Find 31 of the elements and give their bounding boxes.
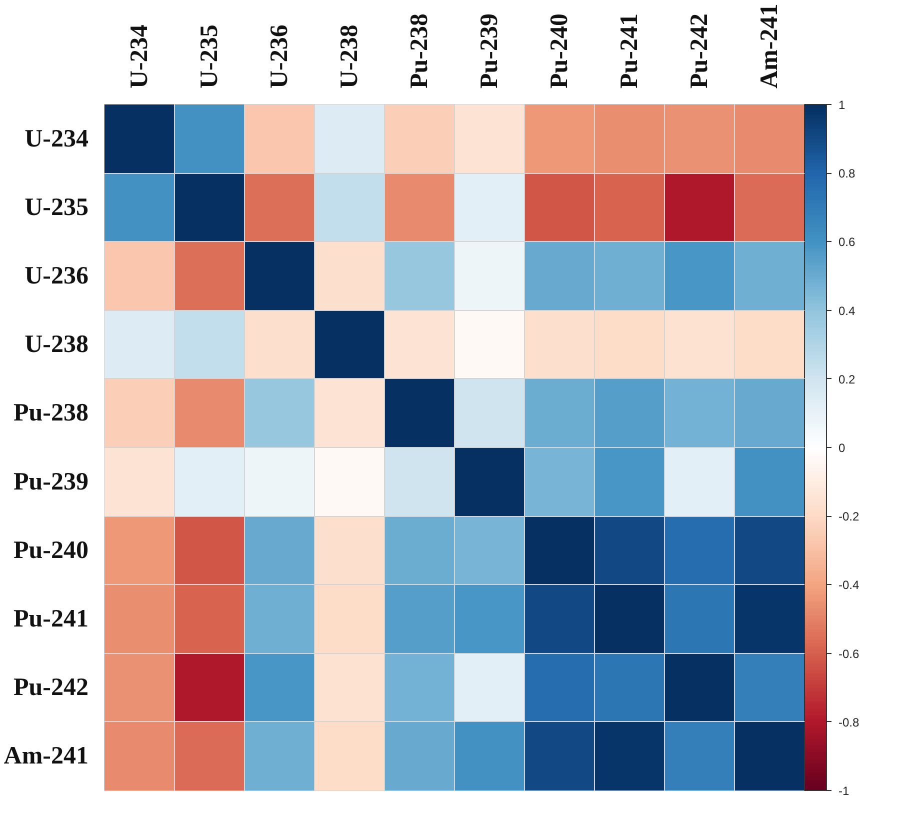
y-tick-label: Pu-239 [14, 468, 88, 496]
x-tick-label: Pu-239 [476, 14, 503, 88]
x-tick-label: Pu-241 [616, 14, 643, 88]
x-tick-label: U-236 [266, 24, 293, 88]
color-bar-label: 0.8 [838, 166, 856, 181]
color-bar-label: -0.2 [838, 510, 860, 524]
color-bar-label: 0 [838, 441, 846, 455]
y-tick-label: U-238 [24, 331, 89, 358]
color-bar-label: 0.2 [838, 372, 856, 386]
y-tick-label: Pu-238 [14, 400, 88, 427]
y-tick-label: U-234 [24, 125, 89, 152]
x-tick-label: Pu-242 [686, 14, 713, 88]
color-bar-label: -0.4 [838, 578, 860, 592]
x-tick-label: Am-241 [756, 4, 783, 88]
color-bar-label: -0.8 [838, 715, 860, 730]
y-tick-label: Am-241 [4, 742, 89, 770]
y-tick-label: Pu-241 [14, 606, 88, 632]
x-tick-label: Pu-240 [546, 14, 573, 88]
color-bar-label: -1 [838, 784, 850, 798]
y-tick-label: U-235 [24, 194, 89, 221]
color-bar-label: 1 [838, 98, 846, 112]
y-tick-label: Pu-240 [14, 536, 88, 564]
color-bar-label: 0.6 [838, 235, 856, 250]
y-tick-label: U-236 [24, 262, 89, 290]
y-tick-label: Pu-242 [14, 674, 88, 702]
color-bar-label: 0.4 [838, 304, 856, 318]
color-bar-label: -0.6 [838, 646, 860, 661]
x-tick-label: U-238 [336, 24, 363, 88]
x-tick-label: Pu-238 [406, 14, 433, 88]
x-tick-label: U-235 [196, 24, 223, 88]
x-tick-label: U-234 [126, 24, 153, 88]
